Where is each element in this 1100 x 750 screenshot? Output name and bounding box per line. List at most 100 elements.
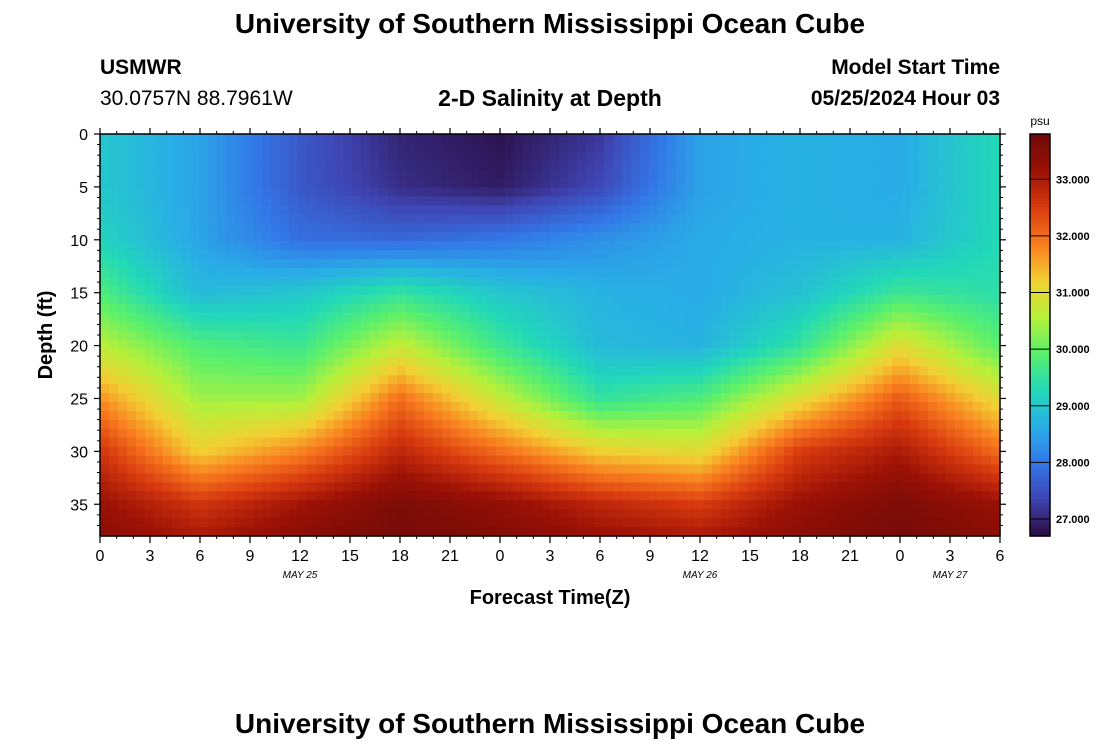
heatmap-cell bbox=[361, 276, 371, 287]
heatmap-cell bbox=[478, 410, 488, 421]
heatmap-cell bbox=[577, 384, 587, 394]
heatmap-cell bbox=[676, 500, 686, 510]
heatmap-cell bbox=[685, 151, 695, 162]
heatmap-cell bbox=[658, 259, 668, 269]
heatmap-cell bbox=[856, 428, 866, 439]
heatmap-cell bbox=[379, 464, 389, 475]
heatmap-cell bbox=[208, 151, 218, 162]
heatmap-cell bbox=[874, 250, 884, 260]
heatmap-cell bbox=[163, 455, 173, 466]
heatmap-cell bbox=[838, 402, 848, 412]
heatmap-cell bbox=[109, 259, 119, 269]
heatmap-cell bbox=[991, 223, 1001, 233]
heatmap-cell bbox=[370, 259, 380, 269]
heatmap-cell bbox=[946, 205, 956, 215]
heatmap-cell bbox=[496, 518, 506, 528]
heatmap-cell bbox=[379, 187, 389, 198]
heatmap-cell bbox=[172, 294, 182, 305]
heatmap-cell bbox=[514, 482, 524, 492]
heatmap-cell bbox=[892, 196, 902, 207]
heatmap-cell bbox=[559, 151, 569, 162]
heatmap-cell bbox=[982, 241, 992, 251]
heatmap-cell bbox=[163, 250, 173, 260]
heatmap-cell bbox=[667, 348, 677, 358]
heatmap-cell bbox=[388, 402, 398, 412]
heatmap-cell bbox=[559, 428, 569, 439]
heatmap-cell bbox=[505, 437, 515, 448]
heatmap-cell bbox=[973, 527, 983, 537]
heatmap-cell bbox=[271, 285, 281, 296]
heatmap-cell bbox=[127, 455, 137, 466]
heatmap-cell bbox=[640, 276, 650, 287]
heatmap-cell bbox=[676, 393, 686, 403]
heatmap-cell bbox=[280, 393, 290, 403]
heatmap-cell bbox=[325, 509, 335, 519]
heatmap-cell bbox=[442, 276, 452, 287]
heatmap-cell bbox=[721, 384, 731, 394]
heatmap-cell bbox=[460, 428, 470, 439]
heatmap-cell bbox=[505, 294, 515, 305]
heatmap-cell bbox=[910, 196, 920, 207]
heatmap-cell bbox=[496, 446, 506, 457]
heatmap-cell bbox=[523, 276, 533, 287]
heatmap-cell bbox=[811, 321, 821, 332]
colorbar-segment bbox=[1030, 244, 1050, 249]
heatmap-cell bbox=[487, 473, 497, 483]
heatmap-cell bbox=[883, 196, 893, 207]
heatmap-cell bbox=[352, 294, 362, 305]
heatmap-cell bbox=[334, 473, 344, 483]
heatmap-cell bbox=[775, 134, 785, 144]
heatmap-cell bbox=[757, 303, 767, 314]
heatmap-cell bbox=[289, 330, 299, 341]
heatmap-cell bbox=[892, 446, 902, 457]
heatmap-cell bbox=[883, 321, 893, 332]
heatmap-cell bbox=[946, 268, 956, 278]
heatmap-cell bbox=[262, 348, 272, 358]
heatmap-cell bbox=[991, 214, 1001, 224]
heatmap-cell bbox=[559, 348, 569, 358]
heatmap-cell bbox=[622, 446, 632, 457]
heatmap-cell bbox=[208, 491, 218, 501]
heatmap-cell bbox=[253, 437, 263, 448]
heatmap-cell bbox=[550, 241, 560, 251]
heatmap-cell bbox=[208, 509, 218, 519]
heatmap-cell bbox=[865, 455, 875, 466]
heatmap-cell bbox=[775, 455, 785, 466]
heatmap-cell bbox=[919, 303, 929, 314]
heatmap-cell bbox=[442, 419, 452, 430]
heatmap-cell bbox=[343, 509, 353, 519]
heatmap-cell bbox=[433, 500, 443, 510]
heatmap-cell bbox=[505, 196, 515, 207]
heatmap-cell bbox=[784, 312, 794, 323]
heatmap-cell bbox=[613, 446, 623, 457]
heatmap-cell bbox=[991, 169, 1001, 180]
colorbar-tick-label: 33.000 bbox=[1056, 174, 1090, 186]
heatmap-cell bbox=[127, 151, 137, 162]
heatmap-cell bbox=[343, 160, 353, 171]
heatmap-cell bbox=[982, 303, 992, 314]
heatmap-cell bbox=[982, 178, 992, 189]
heatmap-cell bbox=[802, 357, 812, 367]
heatmap-cell bbox=[739, 276, 749, 287]
heatmap-cell bbox=[451, 196, 461, 207]
heatmap-cell bbox=[676, 527, 686, 537]
heatmap-cell bbox=[271, 384, 281, 394]
heatmap-cell bbox=[118, 518, 128, 528]
heatmap-cell bbox=[640, 160, 650, 171]
heatmap-cell bbox=[460, 330, 470, 341]
heatmap-cell bbox=[298, 134, 308, 144]
heatmap-cell bbox=[865, 312, 875, 323]
colorbar-tick-label: 29.000 bbox=[1056, 401, 1090, 413]
heatmap-cell bbox=[127, 169, 137, 180]
heatmap-cell bbox=[496, 250, 506, 260]
heatmap-cell bbox=[658, 402, 668, 412]
heatmap-cell bbox=[919, 455, 929, 466]
heatmap-cell bbox=[640, 339, 650, 349]
heatmap-cell bbox=[109, 169, 119, 180]
heatmap-cell bbox=[352, 223, 362, 233]
heatmap-cell bbox=[793, 384, 803, 394]
heatmap-cell bbox=[748, 241, 758, 251]
heatmap-cell bbox=[622, 303, 632, 314]
heatmap-cell bbox=[145, 375, 155, 385]
heatmap-cell bbox=[145, 268, 155, 278]
